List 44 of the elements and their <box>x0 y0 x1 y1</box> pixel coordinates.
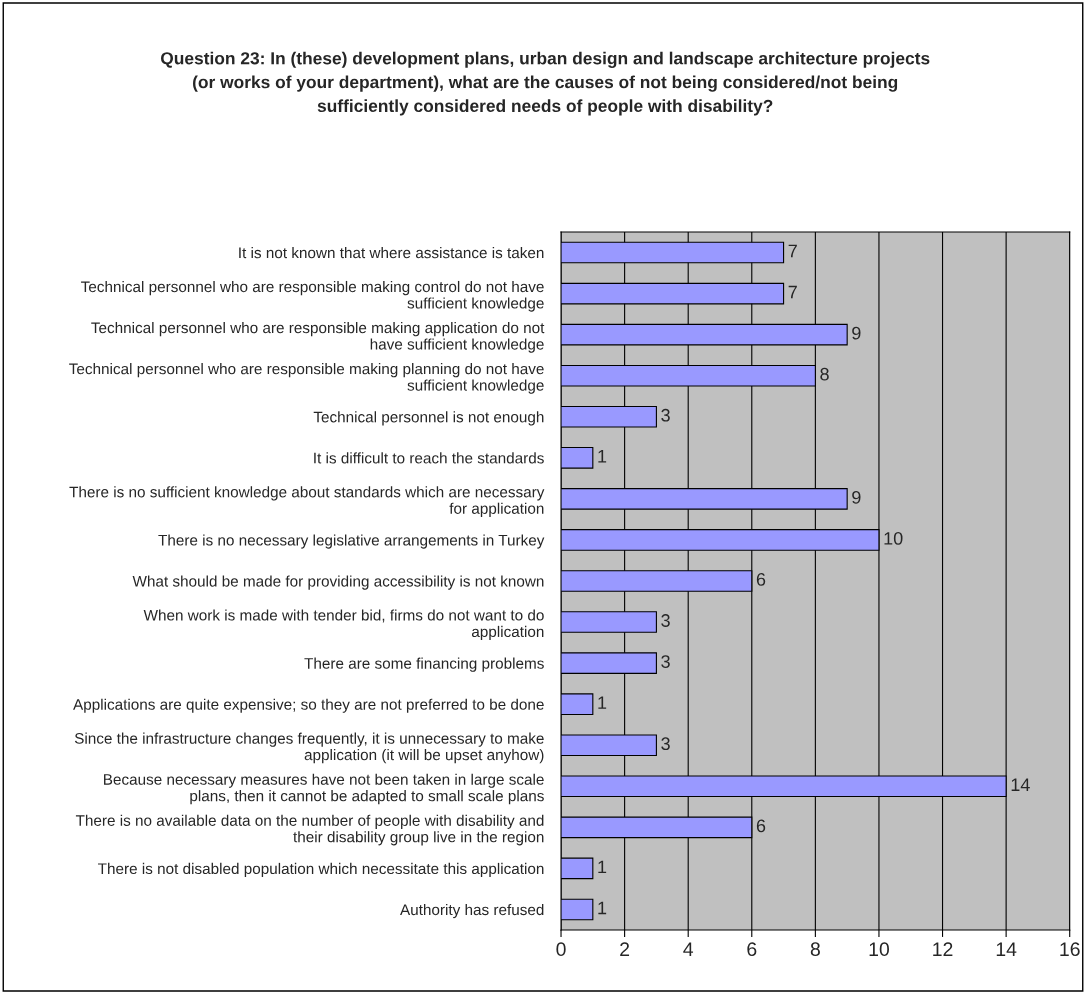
data-label: 1 <box>598 860 607 874</box>
y-tick-label: When work is made with tender bid, firms do not want to do application <box>143 609 544 641</box>
data-label: 6 <box>756 573 766 586</box>
data-label: 7 <box>788 285 797 299</box>
y-tick-label: It is not known that where assistance is taken <box>239 246 544 259</box>
y-tick-label: There is no sufficient knowledge about standards which are necessary for application <box>69 486 545 517</box>
data-label: 1 <box>598 696 607 709</box>
x-tick-label: 8 <box>810 942 820 957</box>
y-tick-label: It is difficult to reach the standards <box>314 452 544 464</box>
x-tick-label: 2 <box>620 942 630 956</box>
chart-title: Question 23: In (these) development plans, urban design and landscape architecture projects (or works of your department), what are the causes of not being considered/not being sufficiently considered needs of people with disability? <box>160 51 930 116</box>
y-tick-label: Authority has refused <box>400 903 544 919</box>
y-tick-label: What should be made for providing accessibility is not known <box>132 575 544 590</box>
x-tick-label: 4 <box>683 942 694 956</box>
y-tick-label: Technical personnel who are responsible making planning do not have sufficient knowledge <box>69 363 544 394</box>
data-label: 9 <box>852 326 861 340</box>
x-tick-label: 12 <box>933 942 953 956</box>
y-tick-label: Since the infrastructure changes frequently, it is unnecessary to make application (it will be upset anyhow) <box>74 732 544 764</box>
y-tick-label: Technical personnel who are responsible making application do not have sufficient knowledge <box>91 321 545 353</box>
y-tick-label: There is no available data on the number of people with disability and their disability group live in the region <box>75 814 544 846</box>
y-tick-label: There are some financing problems <box>304 657 544 672</box>
y-tick-label: Technical personnel is not enough <box>313 411 544 426</box>
x-tick-label: 6 <box>747 942 757 957</box>
data-label: 9 <box>852 490 861 504</box>
data-label: 3 <box>661 614 670 627</box>
data-label: 1 <box>598 450 607 463</box>
data-label: 3 <box>661 737 670 751</box>
x-tick-label: 10 <box>869 942 890 957</box>
x-tick-label: 14 <box>996 942 1017 956</box>
y-tick-label: There is not disabled population which necessitate this application <box>98 862 544 878</box>
data-label: 6 <box>756 819 766 833</box>
data-label: 1 <box>598 901 607 915</box>
data-label: 10 <box>884 532 903 545</box>
data-label: 3 <box>661 408 670 422</box>
data-label: 8 <box>820 367 829 381</box>
data-label: 3 <box>661 655 670 668</box>
y-tick-label: Applications are quite expensive; so they are not preferred to be done <box>73 698 544 713</box>
x-tick-label: 16 <box>1060 942 1080 957</box>
y-tick-label: Because necessary measures have not been taken in large scale plans, then it cannot be adapted to small scale plans <box>104 773 544 805</box>
data-label: 7 <box>788 244 797 258</box>
data-label: 14 <box>1011 778 1030 791</box>
y-tick-label: There is no necessary legislative arrangements in Turkey <box>158 534 545 549</box>
x-tick-label: 0 <box>556 942 566 957</box>
y-tick-label: Technical personnel who are responsible making control do not have sufficient knowledge <box>81 280 544 312</box>
